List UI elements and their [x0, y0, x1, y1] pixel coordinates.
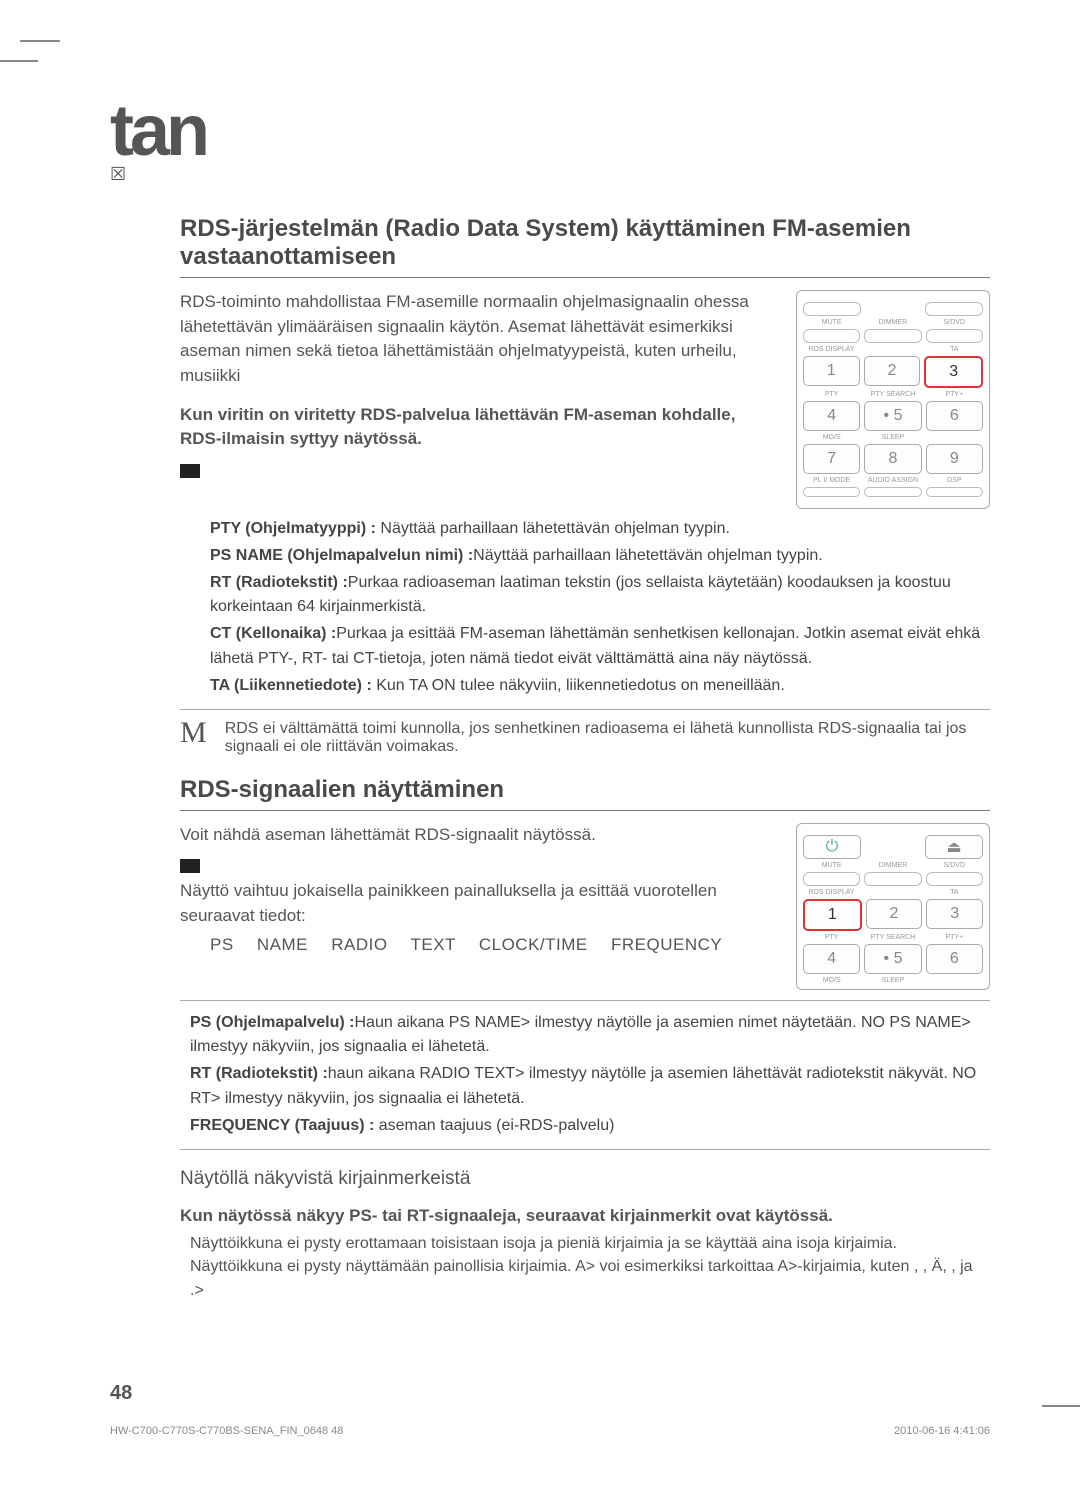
remote-illustration-1: MUTEDIMMERS/DVD RDS DISPLAYTA 123 PTYPTY… [796, 290, 990, 509]
crop-mark-tl [20, 40, 60, 82]
page-tab-title: tan [110, 90, 990, 172]
bullet-box-icon [180, 464, 200, 478]
crop-mark-br [1020, 1385, 1060, 1425]
section3-heading: Näytöllä näkyvistä kirjainmerkeistä [180, 1168, 990, 1190]
section2-press-line: Näyttö vaihtuu jokaisella painikkeen pai… [180, 879, 780, 928]
page-number: 48 [110, 1382, 990, 1405]
display-sequence: PS NAME RADIO TEXT CLOCK/TIME FREQUENCY [210, 935, 780, 955]
divider [180, 1149, 990, 1150]
divider [180, 1000, 990, 1001]
section1-title: RDS-järjestelmän (Radio Data System) käy… [180, 215, 990, 278]
note-m-icon: M [180, 718, 207, 754]
footer-left: HW-C700-C770S-C770BS-SENA_FIN_0648 48 [110, 1425, 343, 1437]
section2-definitions: PS (Ohjelmapalvelu) :Haun aikana PS NAME… [190, 1011, 990, 1139]
section1-paragraph: RDS-toiminto mahdollistaa FM-asemille no… [180, 290, 780, 389]
section1-bold: Kun viritin on viritetty RDS-palvelua lä… [180, 403, 780, 452]
footer-right: 2010-06-16 4:41:06 [894, 1425, 990, 1437]
divider [180, 709, 990, 710]
section2-intro: Voit nähdä aseman lähettämät RDS-signaal… [180, 823, 780, 848]
power-icon: ⏻ [803, 835, 861, 859]
section1-definitions: PTY (Ohjelmatyyppi) : Näyttää parhaillaa… [210, 517, 990, 699]
section3-line1: Näyttöikkuna ei pysty erottamaan toisist… [190, 1232, 990, 1255]
eject-icon: ⏏ [925, 835, 983, 859]
section3-bold: Kun näytössä näkyy PS- tai RT-signaaleja… [180, 1204, 990, 1229]
bullet-box-icon [180, 859, 200, 873]
section3-line2: Näyttöikkuna ei pysty näyttämään painoll… [190, 1255, 990, 1301]
section1-note: RDS ei välttämättä toimi kunnolla, jos s… [225, 720, 990, 756]
remote-illustration-2: ⏻ ⏏ MUTEDIMMERS/DVD RDS DISPLAYTA 123 PT… [796, 823, 990, 990]
note-row: M RDS ei välttämättä toimi kunnolla, jos… [180, 720, 990, 756]
page-tab-glyph: ☒ [110, 164, 990, 185]
section2-title: RDS-signaalien näyttäminen [180, 776, 990, 811]
